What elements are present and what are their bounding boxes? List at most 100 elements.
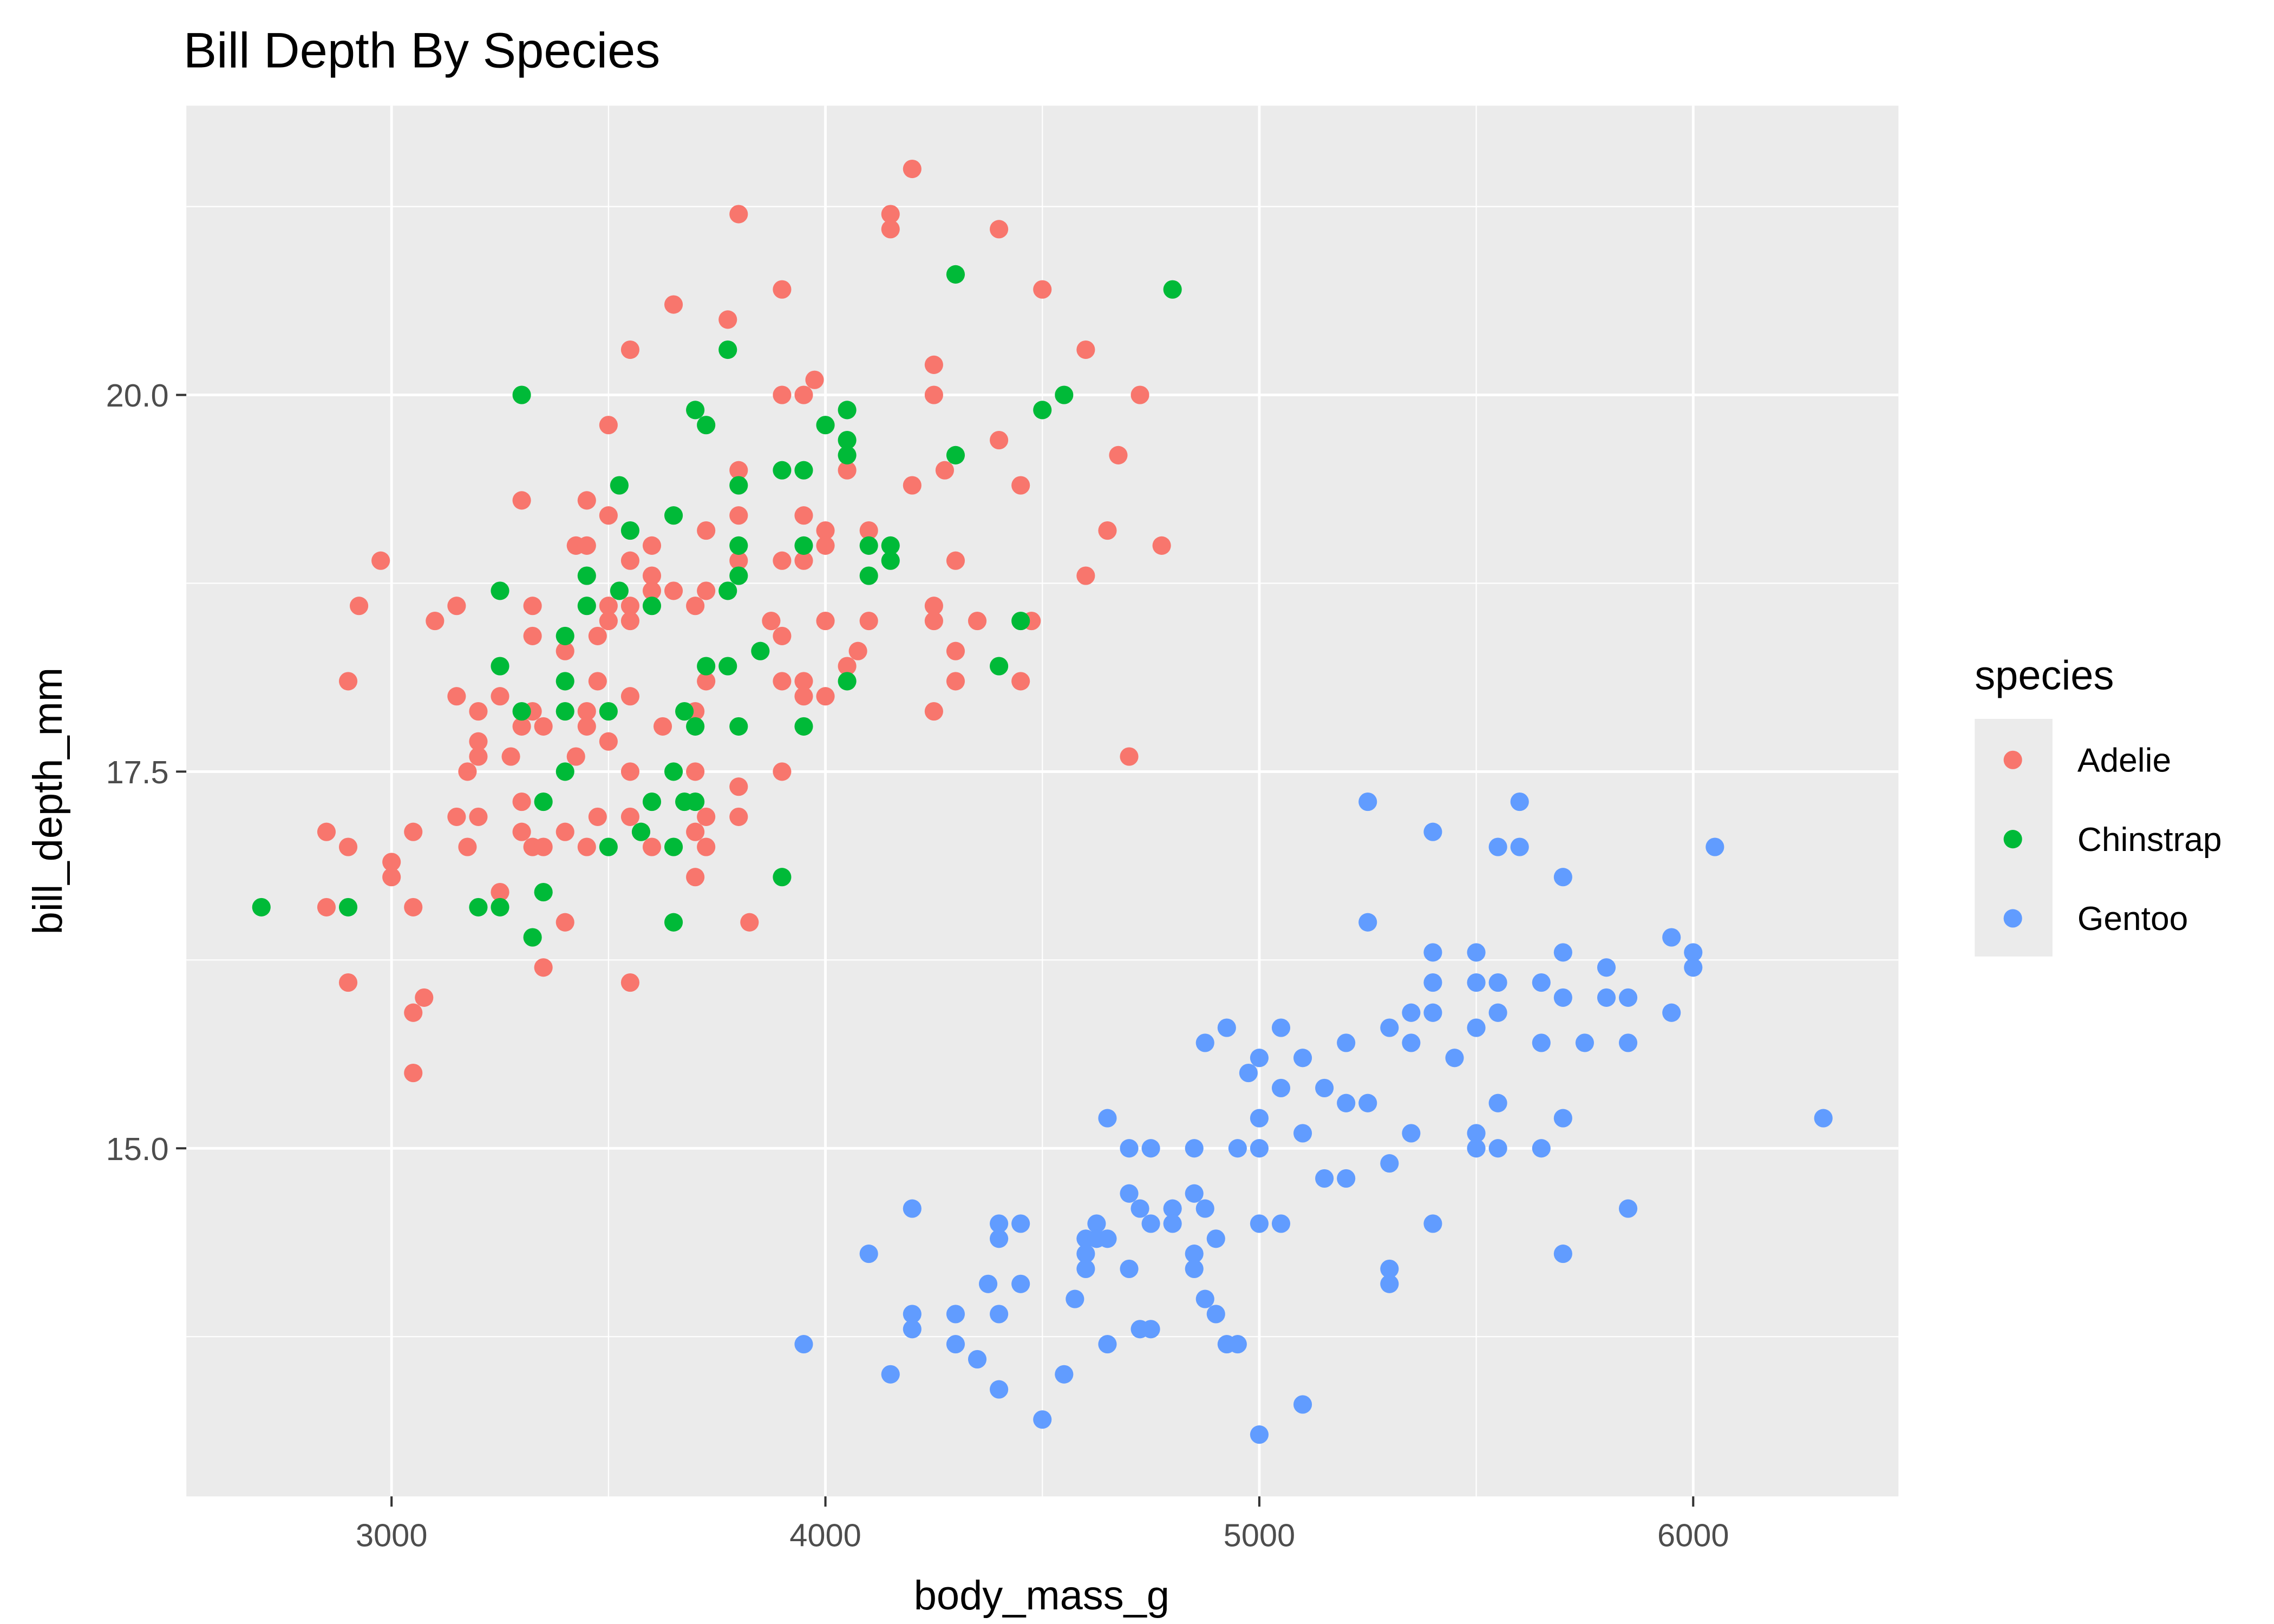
data-point-adelie <box>556 641 574 660</box>
data-point-gentoo <box>1195 1289 1214 1308</box>
data-point-adelie <box>1109 446 1128 464</box>
data-point-chinstrap <box>1163 280 1182 299</box>
data-point-chinstrap <box>556 762 574 781</box>
data-point-chinstrap <box>664 506 683 525</box>
data-point-gentoo <box>1337 1169 1356 1188</box>
data-point-adelie <box>566 747 585 766</box>
data-point-adelie <box>556 822 574 841</box>
y-tick-label: 20.0 <box>106 377 169 414</box>
data-point-adelie <box>534 958 553 977</box>
data-point-adelie <box>1011 476 1030 495</box>
data-point-adelie <box>512 792 531 811</box>
x-axis-title: body_mass_g <box>914 1573 1169 1619</box>
data-point-gentoo <box>990 1305 1009 1324</box>
data-point-chinstrap <box>816 416 835 435</box>
data-point-gentoo <box>1271 1018 1291 1037</box>
x-tick-label: 5000 <box>1224 1517 1296 1553</box>
y-axis-title: bill_depth_mm <box>25 667 71 934</box>
data-point-gentoo <box>1087 1214 1106 1233</box>
data-point-adelie <box>512 491 531 510</box>
data-point-adelie <box>577 837 596 856</box>
data-point-gentoo <box>1597 958 1616 977</box>
data-point-adelie <box>458 762 477 781</box>
legend-key-adelie <box>2003 750 2022 769</box>
data-point-gentoo <box>1250 1214 1269 1233</box>
data-point-gentoo <box>1358 913 1377 932</box>
data-point-chinstrap <box>686 401 705 420</box>
data-point-gentoo <box>1120 1259 1139 1279</box>
data-point-chinstrap <box>642 792 662 811</box>
data-point-chinstrap <box>718 340 737 359</box>
y-tick-label: 17.5 <box>106 754 169 790</box>
data-point-gentoo <box>1163 1214 1182 1233</box>
data-point-gentoo <box>1066 1289 1084 1308</box>
data-point-gentoo <box>1337 1033 1356 1052</box>
data-point-chinstrap <box>946 265 965 284</box>
data-point-chinstrap <box>491 581 509 600</box>
data-point-gentoo <box>1271 1078 1291 1097</box>
data-point-gentoo <box>1488 1093 1507 1112</box>
data-point-adelie <box>469 702 488 721</box>
data-point-adelie <box>338 837 358 856</box>
data-point-adelie <box>534 717 553 736</box>
data-point-adelie <box>404 1003 423 1022</box>
data-point-gentoo <box>1380 1274 1399 1293</box>
data-point-adelie <box>512 717 531 736</box>
data-point-gentoo <box>903 1305 922 1324</box>
data-point-gentoo <box>1423 822 1442 841</box>
data-point-adelie <box>642 581 662 600</box>
data-point-adelie <box>935 461 954 480</box>
data-point-gentoo <box>1423 1214 1442 1233</box>
data-point-adelie <box>903 476 922 495</box>
data-point-adelie <box>1076 340 1095 359</box>
data-point-adelie <box>924 597 943 615</box>
data-point-adelie <box>729 777 748 796</box>
data-point-gentoo <box>1141 1320 1160 1339</box>
data-point-gentoo <box>1076 1245 1095 1263</box>
data-point-gentoo <box>1575 1033 1595 1052</box>
data-point-chinstrap <box>523 928 542 947</box>
data-point-gentoo <box>1423 973 1442 992</box>
data-point-chinstrap <box>838 446 857 464</box>
data-point-chinstrap <box>751 641 770 660</box>
data-point-chinstrap <box>859 536 878 555</box>
data-point-adelie <box>794 672 813 691</box>
data-point-chinstrap <box>534 792 553 811</box>
data-point-adelie <box>773 672 792 691</box>
data-point-gentoo <box>1402 1124 1421 1143</box>
legend-label-chinstrap: Chinstrap <box>2077 821 2222 859</box>
data-point-gentoo <box>1423 1003 1442 1022</box>
data-point-gentoo <box>1293 1395 1312 1414</box>
data-point-gentoo <box>1163 1199 1182 1218</box>
data-point-adelie <box>382 853 401 872</box>
data-point-gentoo <box>1011 1214 1030 1233</box>
data-point-gentoo <box>1553 1109 1572 1128</box>
data-point-chinstrap <box>631 822 651 841</box>
data-point-gentoo <box>1250 1109 1269 1128</box>
data-point-adelie <box>664 295 683 314</box>
legend-label-gentoo: Gentoo <box>2077 900 2188 938</box>
data-point-gentoo <box>1488 973 1507 992</box>
data-point-gentoo <box>1337 1093 1356 1112</box>
data-point-gentoo <box>1553 1245 1572 1263</box>
data-point-adelie <box>382 868 401 887</box>
data-point-adelie <box>588 626 607 645</box>
data-point-adelie <box>523 597 542 615</box>
data-point-gentoo <box>1380 1018 1399 1037</box>
data-point-gentoo <box>794 1335 813 1354</box>
data-point-adelie <box>338 672 358 691</box>
data-point-gentoo <box>1532 1139 1551 1158</box>
data-point-gentoo <box>1467 973 1486 992</box>
data-point-gentoo <box>859 1245 878 1263</box>
data-point-gentoo <box>1076 1259 1095 1279</box>
data-point-gentoo <box>1532 1033 1551 1052</box>
data-point-gentoo <box>1597 988 1616 1007</box>
data-point-adelie <box>697 672 716 691</box>
data-point-gentoo <box>1380 1259 1399 1279</box>
data-point-adelie <box>816 687 835 706</box>
data-point-chinstrap <box>718 657 737 676</box>
data-point-gentoo <box>1684 943 1703 962</box>
data-point-adelie <box>620 340 639 359</box>
data-point-adelie <box>458 837 477 856</box>
